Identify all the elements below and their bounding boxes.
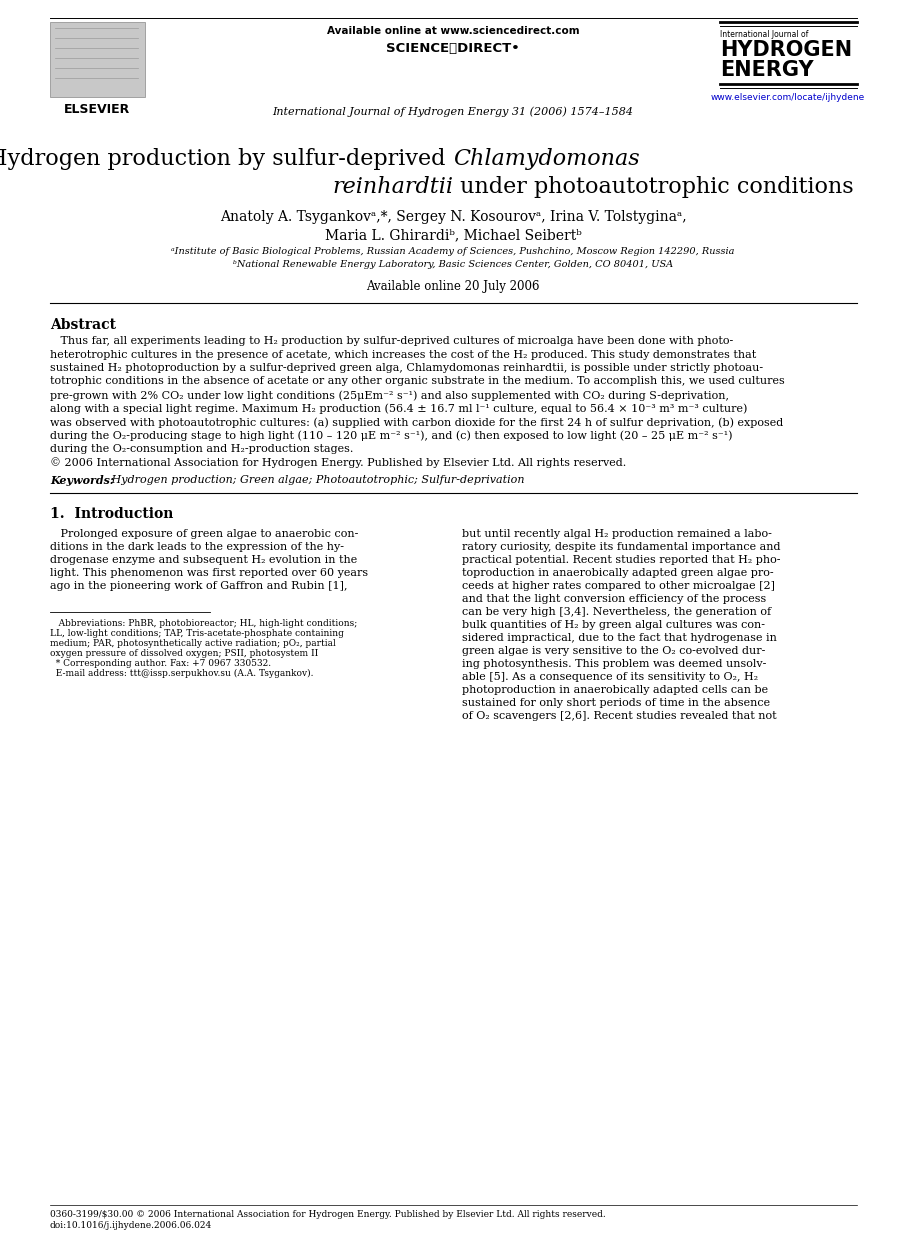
Text: ENERGY: ENERGY: [720, 59, 814, 80]
Text: of O₂ scavengers [2,6]. Recent studies revealed that not: of O₂ scavengers [2,6]. Recent studies r…: [462, 711, 776, 721]
Text: Abstract: Abstract: [50, 318, 116, 332]
Text: sustained H₂ photoproduction by a sulfur-deprived green alga, Chlamydomonas rein: sustained H₂ photoproduction by a sulfur…: [50, 363, 763, 373]
Text: heterotrophic cultures in the presence of acetate, which increases the cost of t: heterotrophic cultures in the presence o…: [50, 349, 756, 359]
Text: ᵃInstitute of Basic Biological Problems, Russian Academy of Sciences, Pushchino,: ᵃInstitute of Basic Biological Problems,…: [171, 248, 735, 256]
Text: but until recently algal H₂ production remained a labo-: but until recently algal H₂ production r…: [462, 529, 772, 539]
Text: pre-grown with 2% CO₂ under low light conditions (25μEm⁻² s⁻¹) and also suppleme: pre-grown with 2% CO₂ under low light co…: [50, 390, 729, 401]
Text: Abbreviations: PhBR, photobioreactor; HL, high-light conditions;: Abbreviations: PhBR, photobioreactor; HL…: [50, 619, 357, 628]
Text: and that the light conversion efficiency of the process: and that the light conversion efficiency…: [462, 594, 766, 604]
Text: E-mail address: ttt@issp.serpukhov.su (A.A. Tsygankov).: E-mail address: ttt@issp.serpukhov.su (A…: [50, 669, 314, 678]
Text: bulk quantities of H₂ by green algal cultures was con-: bulk quantities of H₂ by green algal cul…: [462, 620, 765, 630]
Text: drogenase enzyme and subsequent H₂ evolution in the: drogenase enzyme and subsequent H₂ evolu…: [50, 555, 357, 565]
Text: Hydrogen production; Green algae; Photoautotrophic; Sulfur-deprivation: Hydrogen production; Green algae; Photoa…: [108, 475, 524, 485]
Text: toproduction in anaerobically adapted green algae pro-: toproduction in anaerobically adapted gr…: [462, 568, 774, 578]
Text: Prolonged exposure of green algae to anaerobic con-: Prolonged exposure of green algae to ana…: [50, 529, 358, 539]
Text: * Corresponding author. Fax: +7 0967 330532.: * Corresponding author. Fax: +7 0967 330…: [50, 659, 271, 669]
Text: oxygen pressure of dissolved oxygen; PSII, photosystem II: oxygen pressure of dissolved oxygen; PSI…: [50, 649, 318, 659]
Text: Keywords:: Keywords:: [50, 475, 114, 487]
Text: during the O₂-producing stage to high light (110 – 120 μE m⁻² s⁻¹), and (c) then: during the O₂-producing stage to high li…: [50, 431, 733, 441]
Text: ᵇNational Renewable Energy Laboratory, Basic Sciences Center, Golden, CO 80401, : ᵇNational Renewable Energy Laboratory, B…: [233, 260, 673, 269]
Text: along with a special light regime. Maximum H₂ production (56.4 ± 16.7 ml l⁻¹ cul: along with a special light regime. Maxim…: [50, 404, 747, 413]
Text: able [5]. As a consequence of its sensitivity to O₂, H₂: able [5]. As a consequence of its sensit…: [462, 672, 758, 682]
Text: Maria L. Ghirardiᵇ, Michael Seibertᵇ: Maria L. Ghirardiᵇ, Michael Seibertᵇ: [325, 228, 581, 241]
Text: totrophic conditions in the absence of acetate or any other organic substrate in: totrophic conditions in the absence of a…: [50, 376, 785, 386]
Text: Anatoly A. Tsygankovᵃ,*, Sergey N. Kosourovᵃ, Irina V. Tolstyginaᵃ,: Anatoly A. Tsygankovᵃ,*, Sergey N. Kosou…: [219, 210, 687, 224]
Text: can be very high [3,4]. Nevertheless, the generation of: can be very high [3,4]. Nevertheless, th…: [462, 607, 771, 617]
Text: HYDROGEN: HYDROGEN: [720, 40, 852, 59]
Text: under photoautotrophic conditions: under photoautotrophic conditions: [453, 176, 853, 198]
Text: sidered impractical, due to the fact that hydrogenase in: sidered impractical, due to the fact tha…: [462, 633, 777, 643]
Text: 0360-3199/$30.00 © 2006 International Association for Hydrogen Energy. Published: 0360-3199/$30.00 © 2006 International As…: [50, 1210, 606, 1219]
Text: www.elsevier.com/locate/ijhydene: www.elsevier.com/locate/ijhydene: [711, 93, 865, 102]
Text: Available online 20 July 2006: Available online 20 July 2006: [366, 280, 540, 293]
Text: ing photosynthesis. This problem was deemed unsolv-: ing photosynthesis. This problem was dee…: [462, 659, 766, 669]
Text: International Journal of: International Journal of: [720, 30, 808, 40]
Text: ago in the pioneering work of Gaffron and Rubin [1],: ago in the pioneering work of Gaffron an…: [50, 581, 347, 591]
Text: International Journal of Hydrogen Energy 31 (2006) 1574–1584: International Journal of Hydrogen Energy…: [272, 106, 633, 116]
Text: was observed with photoautotrophic cultures: (a) supplied with carbon dioxide fo: was observed with photoautotrophic cultu…: [50, 417, 784, 427]
Text: practical potential. Recent studies reported that H₂ pho-: practical potential. Recent studies repo…: [462, 555, 781, 565]
Bar: [50, 22, 145, 97]
Text: during the O₂-consumption and H₂-production stages.: during the O₂-consumption and H₂-product…: [50, 444, 354, 454]
Text: ELSEVIER: ELSEVIER: [63, 103, 130, 116]
Text: 1.  Introduction: 1. Introduction: [50, 508, 173, 521]
Text: ceeds at higher rates compared to other microalgae [2]: ceeds at higher rates compared to other …: [462, 581, 775, 591]
Text: ditions in the dark leads to the expression of the hy-: ditions in the dark leads to the express…: [50, 542, 344, 552]
Text: doi:10.1016/j.ijhydene.2006.06.024: doi:10.1016/j.ijhydene.2006.06.024: [50, 1221, 212, 1231]
Text: LL, low-light conditions; TAP, Tris-acetate-phosphate containing: LL, low-light conditions; TAP, Tris-acet…: [50, 629, 344, 638]
Text: Thus far, all experiments leading to H₂ production by sulfur-deprived cultures o: Thus far, all experiments leading to H₂ …: [50, 335, 733, 345]
Text: ratory curiosity, despite its fundamental importance and: ratory curiosity, despite its fundamenta…: [462, 542, 781, 552]
Text: light. This phenomenon was first reported over 60 years: light. This phenomenon was first reporte…: [50, 568, 368, 578]
Text: photoproduction in anaerobically adapted cells can be: photoproduction in anaerobically adapted…: [462, 685, 768, 695]
Text: Chlamydomonas: Chlamydomonas: [453, 149, 639, 170]
Text: Available online at www.sciencedirect.com: Available online at www.sciencedirect.co…: [327, 26, 580, 36]
Text: medium; PAR, photosynthetically active radiation; pO₂, partial: medium; PAR, photosynthetically active r…: [50, 639, 336, 647]
Text: © 2006 International Association for Hydrogen Energy. Published by Elsevier Ltd.: © 2006 International Association for Hyd…: [50, 458, 626, 468]
Text: reinhardtii: reinhardtii: [332, 176, 453, 198]
Text: SCIENCEⓐDIRECT•: SCIENCEⓐDIRECT•: [386, 42, 520, 54]
Text: green algae is very sensitive to the O₂ co-evolved dur-: green algae is very sensitive to the O₂ …: [462, 646, 766, 656]
Text: sustained for only short periods of time in the absence: sustained for only short periods of time…: [462, 698, 770, 708]
Text: Hydrogen production by sulfur-deprived: Hydrogen production by sulfur-deprived: [0, 149, 453, 170]
